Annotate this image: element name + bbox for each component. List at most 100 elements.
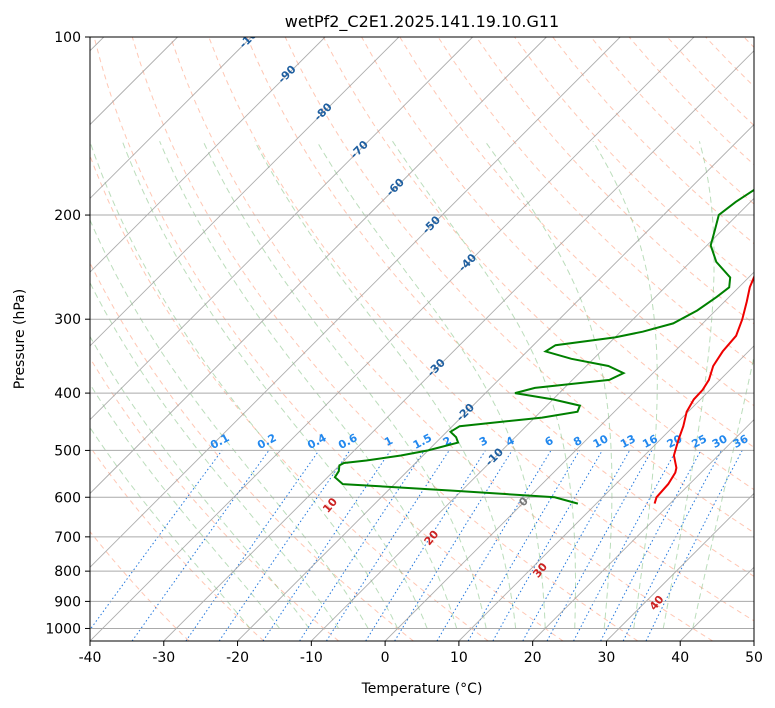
isotherm-line (90, 37, 473, 421)
y-tick-label: 500 (54, 443, 81, 459)
moist-adiabat-line (90, 335, 310, 629)
mixing-ratio-line (436, 450, 552, 641)
mixing-ratio-line (299, 450, 425, 641)
x-axis-ticks: -40 -30 -20 -10 0 10 20 30 40 50 (79, 641, 763, 666)
x-tick-label: -10 (300, 650, 323, 666)
x-axis-label: Temperature (°C) (361, 681, 483, 697)
mixing-ratio-line (90, 450, 223, 631)
mixing-ratio-line (218, 450, 351, 641)
x-tick-label: 0 (381, 650, 390, 666)
moist-adiabat-line (254, 140, 517, 629)
moist-adiabat-line (202, 140, 487, 629)
moist-adiabat-line (484, 140, 613, 629)
isotherm-line (90, 37, 400, 347)
dry-adiabat-line (590, 37, 754, 205)
moist-adiabat-line (692, 354, 754, 629)
dry-adiabat-line (170, 37, 713, 641)
dewpoint-line (333, 188, 754, 505)
dry-adiabat-line (399, 37, 754, 407)
mixing-ratio-line (645, 450, 743, 641)
isotherm-line (311, 197, 754, 641)
dry-adiabat-line (552, 37, 754, 245)
isotherm-line (90, 37, 326, 273)
mixing-ratio-label: 0.4 (305, 431, 329, 452)
x-tick-label: -40 (79, 650, 102, 666)
moist-adiabat-line (90, 383, 280, 629)
mixing-ratio-label: 3 (477, 434, 490, 449)
isotherm-line (753, 640, 754, 641)
mixing-ratio-line (522, 450, 631, 641)
moist-adiabat-line (121, 141, 428, 629)
y-tick-label: 200 (54, 208, 81, 224)
background-line-labels: -100-90-80-70-60-50-40-30-20-1000.1 0.2 0.… (208, 37, 751, 613)
moist-adiabat-line (392, 140, 576, 629)
mixing-ratio-line (600, 450, 702, 641)
mixing-ratio-label: 6 (543, 434, 556, 449)
y-tick-label: 900 (54, 594, 81, 610)
x-tick-label: 50 (745, 650, 763, 666)
isotherm-label: -70 (348, 138, 371, 161)
dry-adiabat-line (475, 37, 754, 325)
isotherm-line (163, 50, 754, 641)
mixing-ratio-line (365, 450, 486, 641)
mixing-ratio-line (262, 450, 392, 641)
isotherm-line (606, 492, 754, 641)
mixing-ratio-label: 25 (689, 432, 709, 451)
chart-title: wetPf2_C2E1.2025.141.19.10.G11 (285, 12, 559, 32)
moist-adiabat-line (90, 218, 369, 629)
y-axis-ticks: 1000 900 800 700 600 500 400 300 200 100 (45, 30, 90, 637)
dry-adiabat-line (90, 154, 489, 641)
dry-adiabat-line (514, 37, 754, 285)
isotherm-label: -40 (456, 251, 479, 274)
mixing-ratio-line (185, 450, 320, 641)
mixing-ratio-line (325, 450, 450, 641)
dry-adiabat-line (743, 37, 754, 48)
dry-adiabat-line (628, 37, 754, 166)
isotherm-line (384, 271, 754, 641)
moist-adiabat-line (159, 141, 458, 629)
mixing-ratio-label: 0.2 (255, 431, 278, 452)
isotherm-line (90, 37, 695, 641)
isotherm-line (237, 123, 754, 641)
isotherm-label: -30 (425, 356, 448, 379)
isotherm-line (90, 37, 252, 199)
plot-area: -100-90-80-70-60-50-40-30-20-1000.1 0.2 0.… (90, 37, 754, 641)
dry-adiabat-line (361, 37, 754, 448)
mixing-ratio-lines (90, 450, 743, 641)
pressure-gridlines (90, 37, 754, 629)
dry-adiabat-line (90, 261, 414, 641)
mixing-ratio-label: 8 (571, 434, 584, 449)
moist-adiabat-line (316, 140, 546, 629)
plot-frame (89, 36, 755, 642)
mixing-ratio-label: 20 (665, 432, 685, 451)
y-tick-label: 400 (54, 386, 81, 402)
dry-adiabats (90, 37, 754, 641)
isotherm-line (90, 37, 621, 568)
x-tick-label: 20 (524, 650, 542, 666)
y-tick-label: 800 (54, 564, 81, 580)
dry-adiabat-line (90, 357, 339, 641)
isotherm-label: -80 (312, 100, 335, 123)
mixing-ratio-line (546, 450, 653, 641)
dry-adiabat-line (246, 37, 754, 577)
y-tick-label: 600 (54, 490, 81, 506)
y-tick-label: 1000 (45, 621, 81, 637)
mixing-ratio-label: 13 (618, 432, 638, 451)
isotherm-label: -50 (420, 213, 443, 236)
isotherm-line (532, 419, 754, 641)
dry-adiabat-line (131, 37, 639, 641)
moist-adiabats (90, 140, 754, 629)
mixing-ratio-label: 36 (731, 432, 751, 451)
mixing-ratio-label: 16 (640, 432, 660, 451)
mixing-ratio-label: 30 (710, 432, 730, 451)
isotherm-label: -10 (483, 445, 506, 468)
isotherms (90, 37, 754, 641)
x-tick-label: -30 (152, 650, 175, 666)
x-tick-label: 40 (671, 650, 689, 666)
isotherm-line (90, 37, 547, 495)
dry-adiabat-line (208, 37, 754, 622)
mixing-ratio-line (622, 450, 722, 641)
dry-adiabat-label: 10 (320, 495, 340, 515)
x-tick-label: 10 (450, 650, 468, 666)
